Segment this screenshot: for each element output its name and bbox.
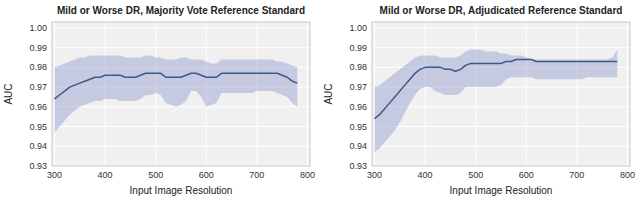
x-tick-label: 700 <box>569 170 584 180</box>
x-axis-label: Input Image Resolution <box>130 185 233 196</box>
grid-line <box>425 22 426 166</box>
panel: 0.93 0.94 0.95 0.96 0.97 0.98 0.99 1.00 300 400 50… <box>323 5 635 196</box>
y-tick-label: 0.94 <box>29 141 47 151</box>
x-tick-label: 600 <box>199 170 214 180</box>
x-tick-label: 500 <box>148 170 163 180</box>
x-axis-label: Input Image Resolution <box>450 185 553 196</box>
grid-line <box>475 22 476 166</box>
grid-line <box>372 47 630 48</box>
confidence-band <box>55 56 298 133</box>
grid <box>52 22 310 166</box>
grid-line <box>256 22 257 166</box>
x-tick-label: 800 <box>300 170 315 180</box>
data <box>55 56 298 133</box>
grid-line <box>52 27 310 28</box>
y-tick-label: 0.96 <box>29 102 47 112</box>
y-tick-label: 0.97 <box>29 82 47 92</box>
plot-frame <box>52 22 310 166</box>
grid-line <box>52 126 310 127</box>
x-tick-label: 700 <box>249 170 264 180</box>
grid-line <box>155 22 156 166</box>
title: Mild or Worse DR, Majority Vote Referenc… <box>57 5 305 16</box>
x-tick-label: 400 <box>418 170 433 180</box>
y-axis-label: AUC <box>323 83 334 104</box>
y-tick-label: 0.99 <box>349 43 367 53</box>
y-tick-label: 1.00 <box>29 23 47 33</box>
grid-line <box>52 47 310 48</box>
y-tick-label: 0.93 <box>349 161 367 171</box>
y-tick-label: 0.94 <box>349 141 367 151</box>
grid <box>372 22 630 166</box>
y-tick-label: 0.95 <box>29 122 47 132</box>
grid-line <box>372 126 630 127</box>
plot-background <box>372 22 630 166</box>
x-tick-label: 300 <box>367 170 382 180</box>
y-axis-label: AUC <box>3 83 14 104</box>
confidence-band <box>375 50 618 153</box>
y-tick-label: 0.93 <box>29 161 47 171</box>
y-tick-label: 0.97 <box>349 82 367 92</box>
grid-line <box>372 146 630 147</box>
mean-line <box>375 59 618 118</box>
grid-line <box>372 106 630 107</box>
x-tick-label: 500 <box>468 170 483 180</box>
y-tick-label: 0.99 <box>29 43 47 53</box>
figure: 0.93 0.94 0.95 0.96 0.97 0.98 0.99 1.00 300 400 50… <box>0 0 640 204</box>
grid-line <box>52 146 310 147</box>
y-tick-label: 0.96 <box>349 102 367 112</box>
data <box>375 50 618 153</box>
y-tick-label: 0.98 <box>29 62 47 72</box>
x-tick-label: 300 <box>47 170 62 180</box>
grid-line <box>52 106 310 107</box>
grid-line <box>372 27 630 28</box>
mean-line <box>55 73 298 99</box>
y-tick-label: 0.98 <box>349 62 367 72</box>
title: Mild or Worse DR, Adjudicated Reference … <box>380 5 623 16</box>
grid-line <box>526 22 527 166</box>
plot-frame <box>372 22 630 166</box>
grid-line <box>307 22 308 166</box>
x-tick-label: 600 <box>519 170 534 180</box>
grid-line <box>627 22 628 166</box>
y-tick-label: 0.95 <box>349 122 367 132</box>
panel: 0.93 0.94 0.95 0.96 0.97 0.98 0.99 1.00 300 400 50… <box>3 5 315 196</box>
x-tick-label: 400 <box>98 170 113 180</box>
y-tick-label: 1.00 <box>349 23 367 33</box>
plot-background <box>52 22 310 166</box>
grid-line <box>576 22 577 166</box>
x-tick-label: 800 <box>620 170 635 180</box>
